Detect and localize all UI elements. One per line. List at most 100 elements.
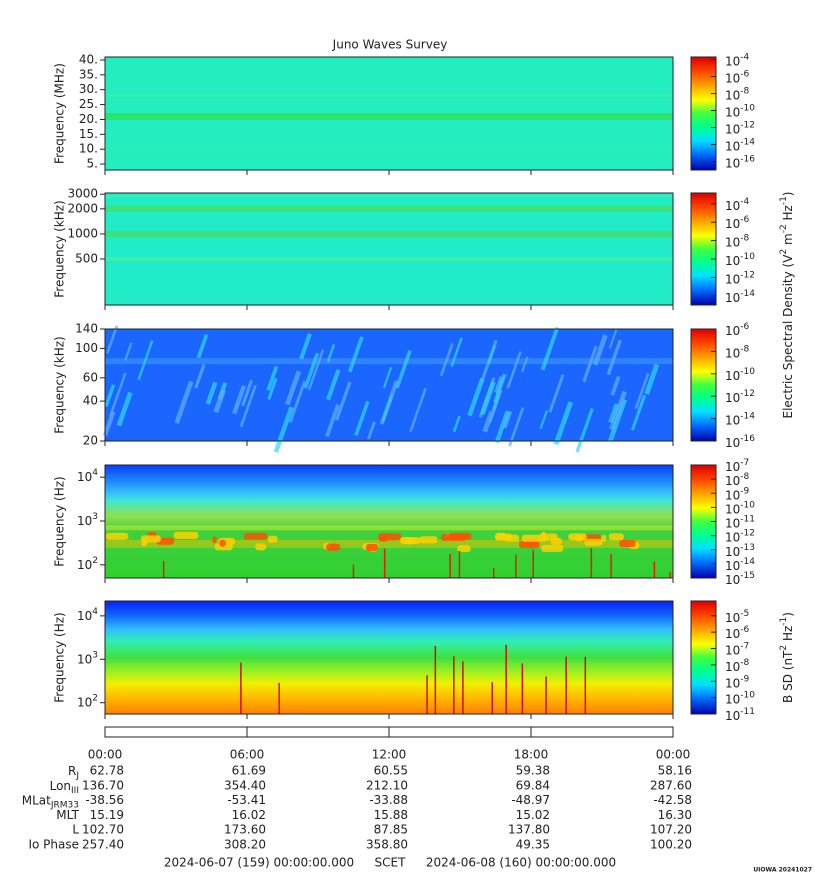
ephemeris-value: -38.56 [85,793,124,807]
emission-streak [634,372,650,410]
colorbar-tick-label: 10-4 [725,196,750,212]
ephemeris-value: 15.88 [374,808,408,822]
colorbar-tick-label: 10-4 [725,52,750,68]
y-tick-label-part: 4 [92,468,98,478]
ephemeris-label-part: III [71,785,79,795]
emission-blob [173,531,199,539]
colorbar-tick-label-part: -12 [740,528,755,538]
x-tick-label: 12:00 [372,748,407,762]
ephemeris-value: 358.80 [366,838,408,852]
colorbar-tick-label: 10-6 [725,625,750,641]
ephemeris-value: 15.19 [90,808,124,822]
y-tick-label: 3000 [67,187,98,201]
ephemeris-label-part: R [68,764,76,778]
y-tick-label: 20 [83,434,98,448]
ephemeris-label: MLatJRM33 [22,793,79,810]
emission-blob [378,534,389,542]
emission-streak [409,387,427,433]
ephemeris-value: 60.55 [374,764,408,778]
emission-blob [601,534,607,542]
ephemeris-value: 15.02 [516,808,550,822]
colorbar-tick-label-part: 10 [725,436,740,450]
emission-blob [521,534,548,542]
colorbar-tick-label-part: 10 [725,324,740,338]
emission-blob [550,537,562,545]
ephemeris-label: L [72,823,79,837]
colorbar-label: B SD (nT2 Hz-1) [779,612,795,703]
colorbar-tick-label: 10-10 [725,366,755,382]
emission-streak [326,344,336,363]
colorbar-tick-label: 10-7 [725,641,749,657]
colorbar-tick-label: 10-6 [725,215,750,231]
emission-streak [354,400,370,437]
colorbar-tick-label-part: -4 [740,52,749,62]
emission-streak [452,415,461,433]
colorbar-tick-label: 10-16 [725,154,755,170]
colorbar-tick-label-part: 10 [725,217,740,231]
emission-blob [219,539,226,547]
colorbar-tick-label: 10-8 [725,657,750,673]
colorbar-tick-label: 10-13 [725,542,755,558]
colorbar-tick-label-part: -6 [740,322,749,332]
ephemeris-value: -42.58 [653,793,692,807]
colorbar-tick-label-part: -10 [740,252,755,262]
colorbar-label-part: 2 [779,249,789,255]
emission-streak [450,337,463,368]
emission-streak [307,349,325,391]
spectral-band [105,94,673,98]
colorbar-label-part: m [781,233,795,249]
emission-streak [239,384,257,428]
ephemeris-value: 257.40 [82,838,124,852]
emission-streak [592,334,608,366]
emission-streak [521,356,529,373]
colorbar-tick-label-part: -12 [740,389,755,399]
colorbar-tick-label-part: 10 [725,122,740,136]
colorbar-tick-label-part: 10 [725,105,740,119]
colorbar-tick-label-part: 10 [725,573,740,587]
colorbar-label-part: B SD (nT [781,650,795,703]
colorbar-tick-label: 10-9 [725,674,750,690]
emission-streak [508,407,525,447]
y-tick-label-part: 2 [92,555,98,565]
y-tick-label: 1000 [67,226,98,240]
ephemeris-value: -53.41 [227,793,266,807]
y-tick-label: 30. [79,82,98,96]
colorbar-tick-label-part: 10 [725,530,740,544]
emission-blob [457,545,471,553]
y-tick-label: 25. [79,97,98,111]
spectral-band [105,358,673,365]
ephemeris-value: 16.02 [232,808,266,822]
y-tick-label: 60 [83,370,98,384]
y-tick-label-part: 3 [92,512,98,522]
y-tick-label: 40. [79,52,98,66]
colorbar-tick-label-part: -8 [740,233,749,243]
emission-streak [540,326,560,371]
y-tick-label: 15. [79,127,98,141]
emission-blob [619,539,636,547]
spectral-band [105,230,673,237]
colorbar-tick-label: 10-10 [725,690,755,706]
y-axis-label: Frequency (MHz) [53,63,67,164]
y-tick-label: 40 [83,394,98,408]
ephemeris-value: 212.10 [366,778,408,792]
emission-blob [255,543,266,551]
ephemeris-value: 69.84 [516,778,550,792]
y-axis-label: Frequency (kHz) [53,200,67,297]
chart-title: Juno Waves Survey [332,38,448,52]
colorbar-tick-label-part: -5 [740,608,749,618]
emission-blob [419,536,438,544]
emission-streak [205,381,218,405]
footer-end: 2024-06-08 (160) 00:00:00.000 [426,856,616,870]
x-tick-label: 00:00 [88,748,123,762]
colorbar-label-part: Hz [781,205,795,224]
colorbar-tick-label-part: -13 [740,542,755,552]
emission-streak [644,363,660,395]
ephemeris-value: 49.35 [516,838,550,852]
emission-streak [241,379,254,407]
colorbar-label-part: -1 [779,196,789,205]
emission-streak [267,377,278,400]
colorbar-label-part: Hz [781,626,795,645]
y-tick-label-part: 2 [92,693,98,703]
ephemeris-value: 287.60 [650,778,692,792]
y-axis-label: Frequency (Hz) [53,612,67,703]
